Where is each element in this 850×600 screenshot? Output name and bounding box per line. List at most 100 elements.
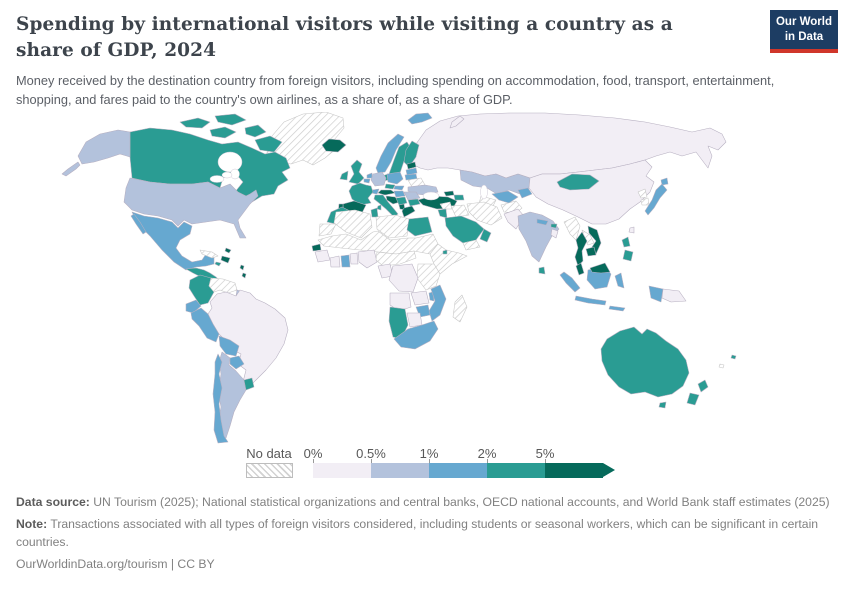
country-japan-hokkaido[interactable] — [660, 177, 669, 186]
country-yemen[interactable] — [462, 239, 481, 251]
country-tasmania[interactable] — [658, 401, 667, 409]
country-canada-baffin[interactable] — [254, 135, 283, 153]
country-philippines[interactable] — [622, 249, 634, 262]
country-indonesian-papua[interactable] — [648, 285, 664, 303]
legend-bin-4[interactable] — [545, 463, 603, 478]
country-uruguay[interactable] — [243, 377, 255, 391]
country-ireland[interactable] — [339, 170, 349, 181]
country-croatia-slovenia[interactable] — [385, 195, 401, 205]
country-usa[interactable] — [123, 177, 259, 239]
country-bhutan[interactable] — [550, 223, 558, 229]
country-svalbard[interactable] — [407, 112, 433, 125]
country-latvia[interactable] — [405, 167, 418, 176]
country-india[interactable] — [517, 211, 560, 263]
country-south-africa[interactable] — [393, 320, 439, 350]
country-china[interactable] — [528, 159, 655, 225]
country-bahamas[interactable] — [224, 247, 232, 254]
country-sri-lanka[interactable] — [538, 266, 546, 275]
country-colombia[interactable] — [188, 274, 215, 306]
country-east-africa[interactable] — [416, 263, 441, 291]
country-botswana[interactable] — [406, 312, 423, 328]
country-indonesia-sumatra[interactable] — [559, 271, 581, 293]
country-paraguay[interactable] — [229, 355, 245, 370]
country-bolivia[interactable] — [218, 335, 240, 357]
country-iraq[interactable] — [450, 204, 470, 218]
country-alaska[interactable] — [77, 129, 131, 165]
country-poland[interactable] — [386, 171, 404, 185]
country-hungary[interactable] — [393, 190, 406, 198]
country-netherlands[interactable] — [366, 172, 373, 179]
country-greece[interactable] — [401, 205, 416, 218]
country-sardinia[interactable] — [376, 204, 382, 211]
country-venezuela[interactable] — [208, 277, 238, 294]
country-ghana[interactable] — [340, 254, 351, 268]
country-indonesia-java[interactable] — [574, 295, 607, 306]
country-djibouti[interactable] — [442, 249, 448, 255]
owid-logo[interactable]: Our World in Data — [770, 10, 838, 53]
country-ivory-coast[interactable] — [329, 255, 341, 268]
country-taiwan[interactable] — [628, 226, 635, 234]
country-estonia[interactable] — [406, 161, 417, 170]
world-map-container[interactable] — [60, 112, 790, 444]
country-alaska-aleutians[interactable] — [61, 161, 81, 177]
legend-bin-2[interactable] — [429, 463, 487, 478]
country-north-korea[interactable] — [637, 188, 648, 199]
country-sahel-band[interactable] — [317, 230, 439, 255]
country-papua-new-guinea[interactable] — [661, 288, 687, 303]
legend-color-scale[interactable]: 0% 0.5% 1% 2% 5% — [304, 446, 633, 482]
country-libya[interactable] — [375, 214, 410, 239]
country-algeria[interactable] — [333, 209, 373, 239]
country-slovakia[interactable] — [393, 185, 405, 191]
legend-bin-0[interactable] — [313, 463, 371, 478]
country-georgia[interactable] — [443, 190, 455, 197]
country-iceland[interactable] — [321, 138, 347, 153]
country-germany[interactable] — [370, 171, 387, 187]
country-chile[interactable] — [212, 353, 229, 444]
country-nepal[interactable] — [536, 218, 549, 226]
country-vanuatu-new-caledonia[interactable] — [718, 363, 725, 369]
country-iran[interactable] — [466, 201, 503, 226]
country-cambodia[interactable] — [585, 246, 597, 257]
country-syria[interactable] — [439, 201, 453, 210]
country-canada-islands[interactable] — [214, 113, 247, 126]
country-czechia[interactable] — [384, 183, 396, 190]
legend-bin-3[interactable] — [487, 463, 545, 478]
country-new-zealand-south[interactable] — [686, 392, 700, 406]
country-indonesia-lesser-sunda[interactable] — [608, 305, 626, 312]
country-zambia[interactable] — [410, 290, 430, 306]
country-mongolia[interactable] — [556, 173, 600, 191]
country-canada-islands[interactable] — [179, 117, 211, 129]
country-western-sahara[interactable] — [318, 223, 337, 237]
country-azerbaijan-armenia[interactable] — [453, 194, 465, 201]
country-mexico[interactable] — [131, 211, 215, 271]
country-belgium[interactable] — [363, 178, 371, 184]
country-uk[interactable] — [348, 159, 365, 185]
country-israel-jordan[interactable] — [437, 208, 448, 219]
country-novaya-zemlya[interactable] — [449, 115, 465, 129]
country-lesser-antilles[interactable] — [241, 272, 247, 279]
country-senegal[interactable] — [311, 243, 322, 252]
country-madagascar[interactable] — [452, 294, 468, 323]
country-fiji[interactable] — [730, 354, 737, 360]
country-new-zealand-north[interactable] — [697, 379, 709, 393]
country-mexico-baja[interactable] — [130, 213, 147, 235]
country-drc[interactable] — [388, 263, 419, 293]
country-nigeria[interactable] — [357, 249, 378, 269]
country-peru[interactable] — [190, 307, 220, 343]
country-romania[interactable] — [403, 191, 421, 201]
country-australia[interactable] — [600, 326, 690, 398]
country-guinea-region[interactable] — [314, 249, 331, 263]
country-myanmar[interactable] — [563, 216, 581, 241]
country-cuba[interactable] — [199, 249, 219, 259]
country-kyrgyzstan-tajikistan[interactable] — [517, 187, 533, 199]
country-oman[interactable] — [479, 228, 492, 243]
country-brazil[interactable] — [207, 289, 289, 389]
country-hispaniola[interactable] — [220, 255, 231, 264]
country-bulgaria[interactable] — [407, 198, 421, 207]
country-ecuador[interactable] — [185, 299, 202, 314]
country-france[interactable] — [348, 182, 374, 206]
country-austria[interactable] — [377, 189, 396, 196]
country-japan[interactable] — [644, 183, 668, 216]
country-tunisia[interactable] — [370, 207, 379, 218]
country-jamaica[interactable] — [214, 261, 222, 267]
